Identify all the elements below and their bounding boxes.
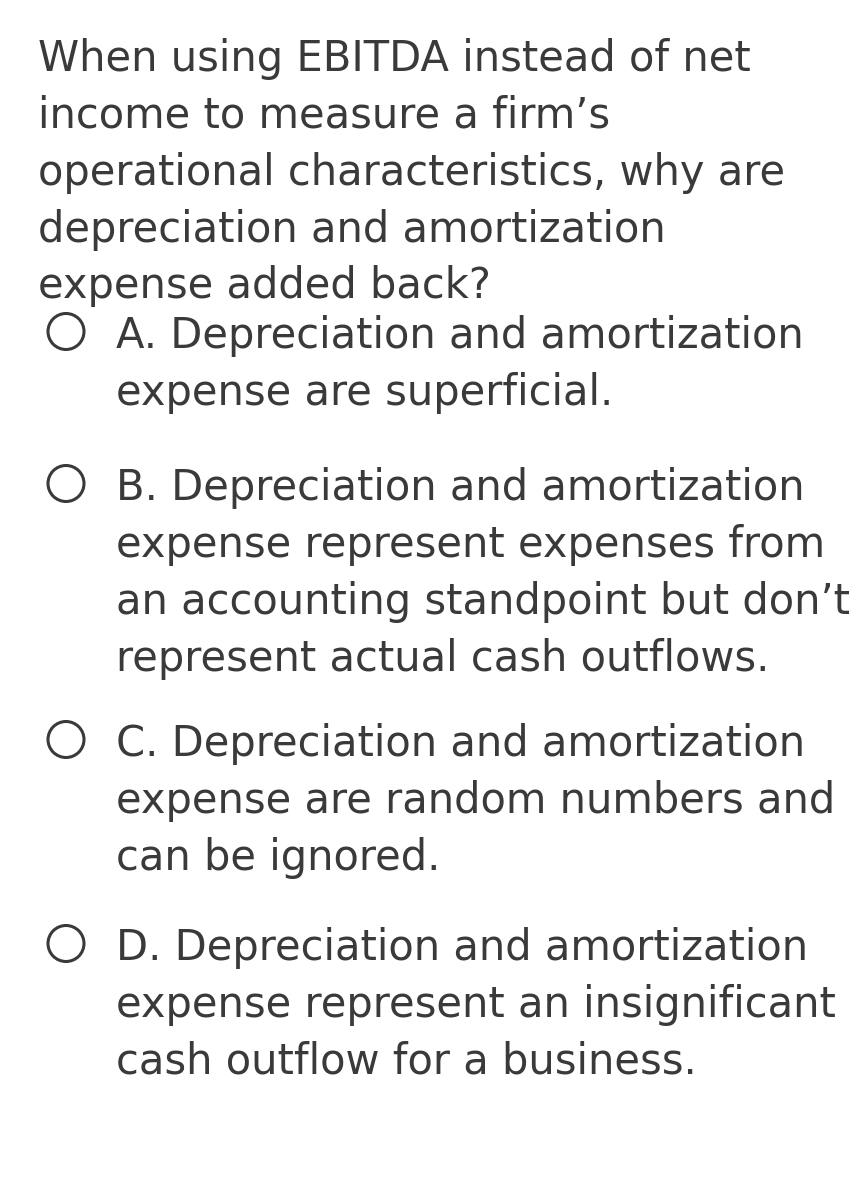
Text: A. Depreciation and amortization
expense are superficial.: A. Depreciation and amortization expense… [116, 314, 804, 414]
Text: When using EBITDA instead of net
income to measure a firm’s
operational characte: When using EBITDA instead of net income … [38, 38, 785, 307]
Text: B. Depreciation and amortization
expense represent expenses from
an accounting s: B. Depreciation and amortization expense… [116, 467, 850, 679]
Text: C. Depreciation and amortization
expense are random numbers and
can be ignored.: C. Depreciation and amortization expense… [116, 722, 835, 878]
Text: D. Depreciation and amortization
expense represent an insignificant
cash outflow: D. Depreciation and amortization expense… [116, 926, 836, 1082]
